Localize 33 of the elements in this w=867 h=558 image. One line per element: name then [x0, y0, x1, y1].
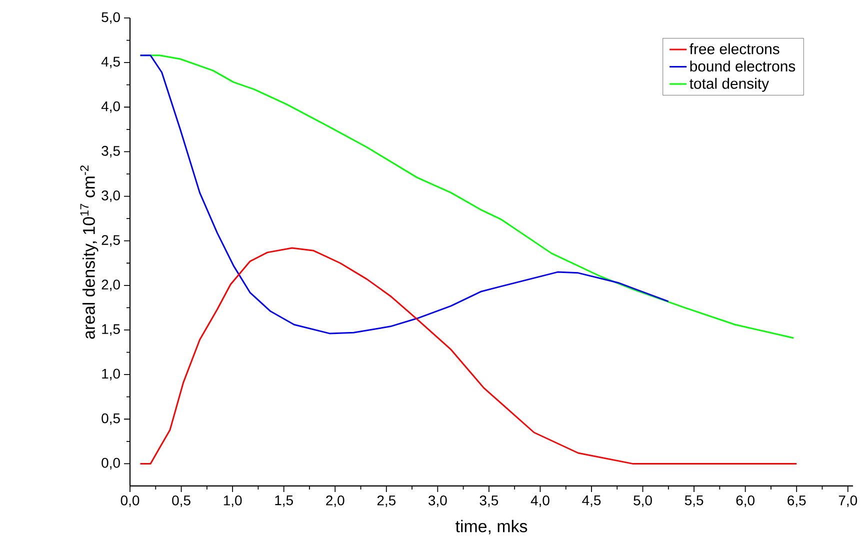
y-tick-label: 3,5: [102, 146, 120, 158]
x-tick-label: 3,0: [428, 495, 447, 508]
x-tick-label: 5,5: [684, 496, 704, 507]
x-tick-label: 0,0: [120, 495, 140, 508]
y-tick-label: 2,0: [102, 280, 120, 292]
line-series: [140, 54, 670, 334]
y-tick-label: 0,5: [102, 413, 120, 425]
x-tick-label: 4,0: [530, 495, 550, 508]
x-tick-label: 2,5: [377, 495, 396, 508]
x-tick-label: 1,0: [224, 495, 242, 508]
y-tick-label: 4,5: [101, 56, 120, 68]
y-axis-title: areal density, 10$^{17}$ cm$^{-2}$: [80, 166, 98, 339]
y-tick-label: 3,0: [102, 190, 120, 202]
y-tick-label: 2,5: [102, 235, 120, 247]
x-tick-label: 0,5: [172, 495, 190, 508]
legend-label: bound electrons: [690, 60, 796, 72]
y-tick-label: 4,0: [101, 101, 120, 113]
x-tick-label: 2,0: [326, 495, 344, 508]
legend-label: total density: [690, 78, 770, 92]
x-tick-label: 6,0: [736, 495, 754, 508]
y-tick-label: 1,0: [102, 368, 120, 380]
y-tick-label: 5,0: [102, 12, 120, 24]
x-tick-label: 3,5: [480, 495, 498, 508]
x-tick-label: 5,0: [634, 495, 652, 508]
x-tick-label: 1,5: [275, 496, 293, 507]
line-series: [140, 247, 798, 464]
y-tick-label: 0,0: [102, 458, 120, 470]
x-tick-label: 6,5: [788, 495, 806, 508]
legend-label: free electrons: [690, 43, 780, 54]
y-tick-label: 1,5: [102, 324, 120, 336]
x-tick-label: 7,0: [838, 495, 858, 508]
x-axis-title: time, mks: [456, 520, 528, 534]
x-tick-label: 4,5: [582, 496, 601, 507]
